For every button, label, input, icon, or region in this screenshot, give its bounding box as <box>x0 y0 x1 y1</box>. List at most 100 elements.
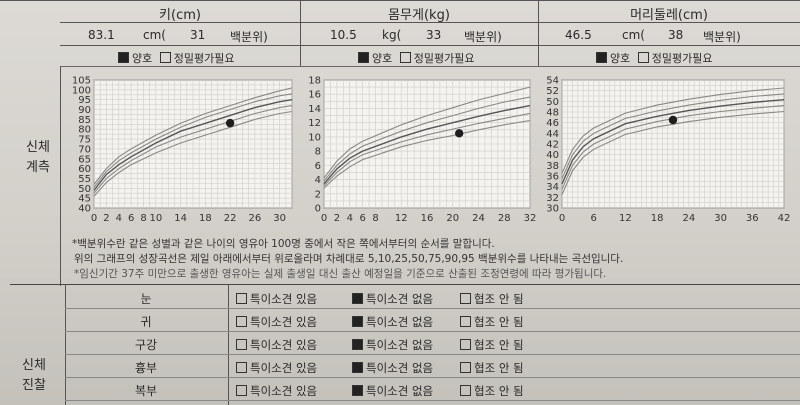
x-tick-label: 36 <box>746 213 759 224</box>
percentile-curve <box>561 105 785 190</box>
x-tick-label: 30 <box>273 213 286 224</box>
height-good-label: 양호 <box>132 52 153 65</box>
exam-option-none: 특이소견 없음 <box>352 314 433 330</box>
height-detail-checkbox[interactable] <box>159 52 171 63</box>
exam-option-label: 협조 안 됨 <box>474 315 524 329</box>
exam-checkbox-special[interactable] <box>236 339 247 350</box>
y-tick-label: 12 <box>308 118 321 129</box>
child-measurement-point <box>454 129 464 138</box>
exam-option-nocoop: 협조 안 됨 <box>460 383 524 399</box>
exam-row-divider <box>65 354 800 355</box>
exam-option-label: 협조 안 됨 <box>474 292 524 306</box>
x-tick-label: 6 <box>591 213 597 224</box>
x-tick-label: 12 <box>395 213 408 224</box>
y-tick-label: 75 <box>78 135 91 146</box>
exam-checkbox-special[interactable] <box>236 385 247 396</box>
x-tick-label: 42 <box>778 213 791 224</box>
exam-option-label: 특이소견 없음 <box>366 338 434 352</box>
y-tick-label: 80 <box>78 125 91 136</box>
exam-checkbox-special[interactable] <box>236 293 247 304</box>
y-tick-label: 8 <box>315 147 321 158</box>
exam-checkbox-nocoop[interactable] <box>460 293 471 304</box>
y-tick-label: 40 <box>546 150 559 161</box>
x-tick-label: 16 <box>421 213 434 224</box>
head-value: 46.5 <box>565 28 592 42</box>
height-detail-label: 정밀평가필요 <box>173 52 235 65</box>
head-percentile-label: 백분위) <box>703 30 741 44</box>
x-tick-label: 18 <box>199 213 212 224</box>
y-tick-label: 34 <box>546 182 559 193</box>
y-tick-label: 55 <box>78 174 91 185</box>
x-tick-label: 0 <box>559 213 565 224</box>
exam-checkbox-none[interactable] <box>352 385 363 396</box>
exam-checkbox-none[interactable] <box>352 293 363 304</box>
weight-unit: kg( <box>382 28 402 42</box>
x-tick-label: 6 <box>359 213 365 224</box>
exam-option-label: 특이소견 없음 <box>366 315 434 329</box>
head-good-checkbox[interactable] <box>596 52 607 63</box>
weight-assessment: 양호 정밀평가필요 <box>358 50 474 66</box>
y-tick-label: 52 <box>546 86 559 97</box>
y-tick-label: 54 <box>546 76 559 87</box>
percentile-curve <box>323 86 531 179</box>
exam-option-special: 특이소견 있음 <box>236 360 317 376</box>
exam-row-divider <box>65 400 800 401</box>
exam-checkbox-special[interactable] <box>236 362 247 373</box>
y-tick-label: 36 <box>546 172 559 183</box>
exam-row-divider <box>65 331 800 332</box>
y-tick-label: 50 <box>546 97 559 108</box>
exam-option-label: 특이소견 없음 <box>366 384 434 398</box>
child-measurement-point <box>225 118 235 128</box>
x-tick-label: 32 <box>524 213 537 224</box>
weight-detail-checkbox[interactable] <box>399 52 411 63</box>
height-header: 키(cm) <box>159 8 201 23</box>
y-tick-label: 14 <box>308 104 321 115</box>
percentile-curve <box>93 93 293 188</box>
height-good-checkbox[interactable] <box>118 52 129 63</box>
exam-checkbox-nocoop[interactable] <box>460 362 471 373</box>
percentile-curve <box>323 112 531 187</box>
col-divider-1 <box>300 0 301 66</box>
x-tick-label: 20 <box>446 213 459 224</box>
exam-checkbox-none[interactable] <box>352 362 363 373</box>
exam-option-nocoop: 협조 안 됨 <box>460 360 524 376</box>
top-border <box>0 0 800 1</box>
height-assessment: 양호 정밀평가필요 <box>118 50 234 66</box>
x-tick-label: 6 <box>128 213 134 224</box>
exam-option-none: 특이소견 없음 <box>352 360 433 376</box>
exam-checkbox-nocoop[interactable] <box>460 385 471 396</box>
x-tick-label: 22 <box>224 213 237 224</box>
x-tick-label: 14 <box>174 213 187 224</box>
head-detail-checkbox[interactable] <box>637 52 649 63</box>
x-tick-label: 2 <box>334 213 340 224</box>
y-tick-label: 70 <box>78 144 91 155</box>
exam-row-label: 구강 <box>134 338 158 352</box>
exam-checkbox-special[interactable] <box>236 316 247 327</box>
exam-label-line2: 진찰 <box>22 378 46 393</box>
percentile-curve <box>323 119 531 189</box>
weight-good-checkbox[interactable] <box>358 52 369 63</box>
y-tick-label: 30 <box>546 204 559 215</box>
exam-row-divider <box>65 377 800 378</box>
exam-option-label: 특이소견 있음 <box>250 384 318 398</box>
exam-label-border <box>228 284 229 405</box>
x-tick-label: 30 <box>714 213 727 224</box>
height-unit: cm( <box>143 28 166 42</box>
exam-section-label: 신체 진찰 <box>14 356 54 396</box>
exam-checkbox-none[interactable] <box>352 316 363 327</box>
head-percentile: 38 <box>668 28 684 42</box>
exam-top-border <box>10 284 800 285</box>
exam-checkbox-none[interactable] <box>352 339 363 350</box>
exam-checkbox-nocoop[interactable] <box>460 316 471 327</box>
exam-option-special: 특이소견 있음 <box>236 291 317 307</box>
weight-value: 10.5 <box>330 28 357 42</box>
exam-option-special: 특이소견 있음 <box>236 337 317 353</box>
x-tick-label: 26 <box>249 213 262 224</box>
y-tick-label: 100 <box>72 85 91 96</box>
exam-checkbox-nocoop[interactable] <box>460 339 471 350</box>
header-divider <box>60 22 800 23</box>
